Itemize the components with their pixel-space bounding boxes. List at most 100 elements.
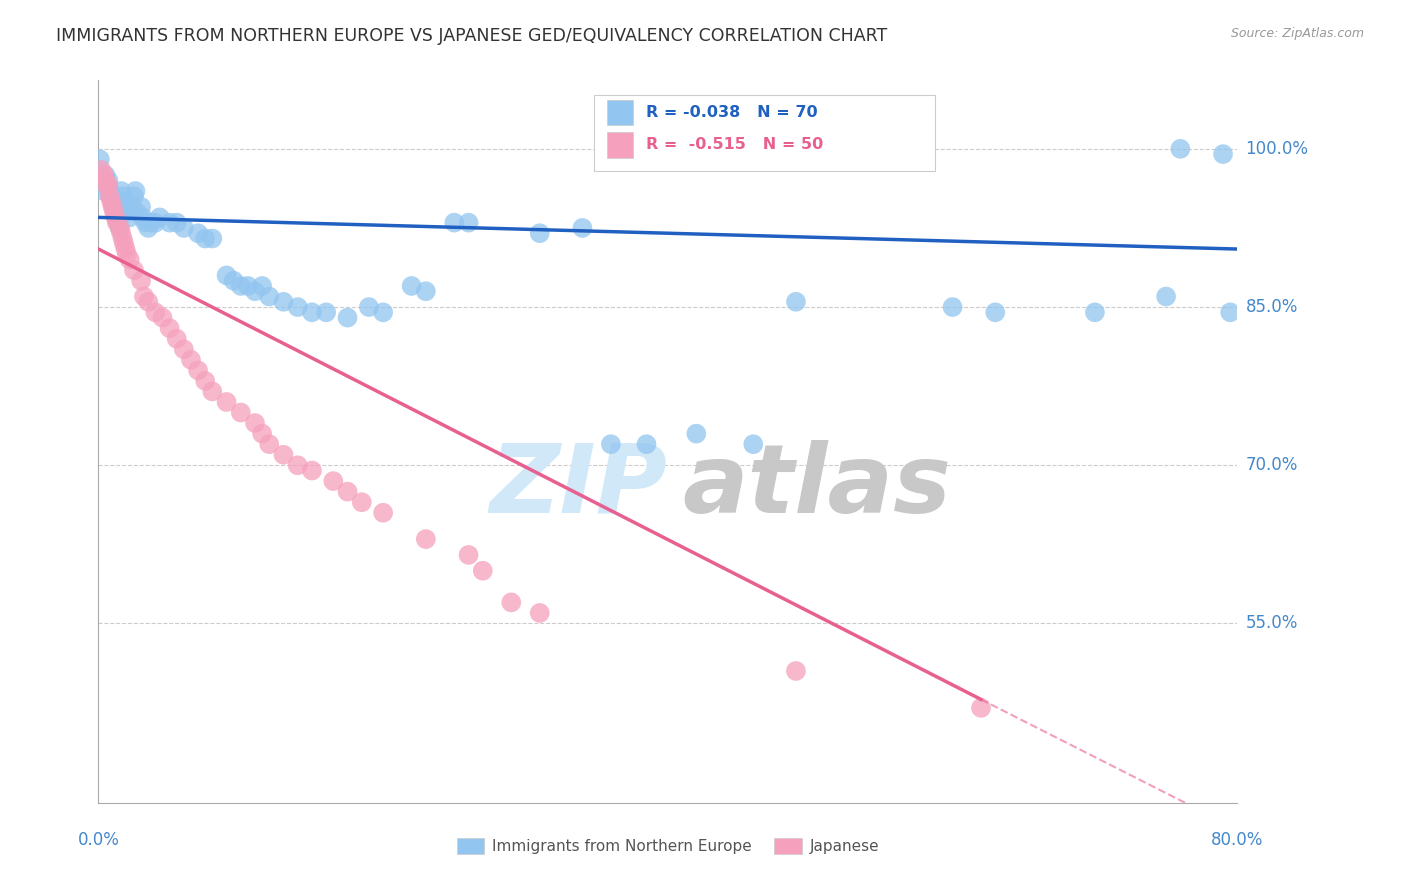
Text: 80.0%: 80.0% (1211, 830, 1264, 848)
Point (112, 236, 135, 251)
Point (201, 384, 224, 399)
Point (94, 168, 117, 182)
FancyBboxPatch shape (593, 95, 935, 170)
Point (115, 247, 138, 261)
Point (942, 300, 965, 314)
Point (301, 464, 323, 478)
Point (105, 211, 128, 225)
Point (273, 294, 295, 309)
Point (529, 606, 551, 620)
Point (107, 216, 129, 230)
Point (159, 216, 181, 230)
Point (93, 168, 115, 182)
Point (122, 263, 145, 277)
Point (111, 189, 134, 203)
Legend: Immigrants from Northern Europe, Japanese: Immigrants from Northern Europe, Japanes… (450, 832, 886, 860)
Point (114, 200, 136, 214)
Point (110, 226, 132, 240)
Point (134, 216, 156, 230)
Text: 0.0%: 0.0% (77, 830, 120, 848)
Point (139, 216, 162, 230)
Point (173, 343, 195, 357)
Point (124, 184, 146, 198)
Point (273, 448, 295, 462)
Point (1212, 147, 1234, 161)
Point (136, 221, 159, 235)
Point (373, 506, 395, 520)
Point (101, 200, 124, 214)
Point (103, 200, 125, 214)
Point (110, 184, 132, 198)
Point (100, 194, 122, 209)
Point (600, 437, 623, 451)
Point (742, 437, 765, 451)
Point (194, 374, 217, 388)
Point (501, 595, 523, 609)
FancyBboxPatch shape (607, 132, 633, 158)
Point (125, 205, 148, 219)
Point (785, 664, 807, 678)
Point (236, 279, 259, 293)
Point (108, 221, 131, 235)
Point (166, 332, 188, 346)
Point (471, 564, 494, 578)
Point (243, 284, 266, 298)
Point (250, 279, 273, 293)
Point (166, 216, 188, 230)
Point (194, 231, 217, 245)
Point (132, 289, 155, 303)
Point (443, 216, 465, 230)
Point (96, 178, 118, 193)
FancyBboxPatch shape (607, 100, 633, 125)
Point (571, 221, 593, 235)
Point (1154, 289, 1177, 303)
Point (1170, 142, 1192, 156)
Point (201, 231, 224, 245)
Point (401, 279, 423, 293)
Point (118, 252, 141, 267)
Point (149, 211, 172, 225)
Text: R =  -0.515   N = 50: R = -0.515 N = 50 (647, 137, 824, 153)
Text: atlas: atlas (682, 440, 950, 533)
Point (103, 205, 125, 219)
Point (145, 216, 167, 230)
Point (115, 205, 138, 219)
Point (93, 184, 115, 198)
Point (970, 701, 993, 715)
Point (187, 363, 209, 377)
Point (785, 294, 807, 309)
Point (98, 184, 121, 198)
Point (114, 242, 136, 256)
Point (145, 305, 167, 319)
Text: 70.0%: 70.0% (1246, 457, 1298, 475)
Point (215, 395, 238, 409)
Text: 55.0%: 55.0% (1246, 615, 1298, 632)
Point (129, 274, 152, 288)
Point (180, 352, 202, 367)
Point (457, 548, 479, 562)
Text: Source: ZipAtlas.com: Source: ZipAtlas.com (1230, 27, 1364, 40)
Point (301, 305, 323, 319)
Point (104, 205, 127, 219)
Text: IMMIGRANTS FROM NORTHERN EUROPE VS JAPANESE GED/EQUIVALENCY CORRELATION CHART: IMMIGRANTS FROM NORTHERN EUROPE VS JAPAN… (56, 27, 887, 45)
Point (129, 200, 152, 214)
Point (187, 226, 209, 240)
Point (373, 305, 395, 319)
Point (215, 268, 238, 283)
Text: R = -0.038   N = 70: R = -0.038 N = 70 (647, 105, 818, 120)
Point (112, 194, 135, 209)
Point (229, 405, 252, 419)
Point (259, 437, 281, 451)
Point (336, 310, 359, 325)
Point (105, 216, 128, 230)
Point (111, 231, 134, 245)
Point (287, 300, 309, 314)
Point (131, 211, 153, 225)
Point (415, 532, 437, 546)
Point (243, 416, 266, 430)
Point (685, 426, 707, 441)
Point (529, 226, 551, 240)
Point (173, 221, 195, 235)
Point (108, 221, 131, 235)
Point (120, 200, 142, 214)
